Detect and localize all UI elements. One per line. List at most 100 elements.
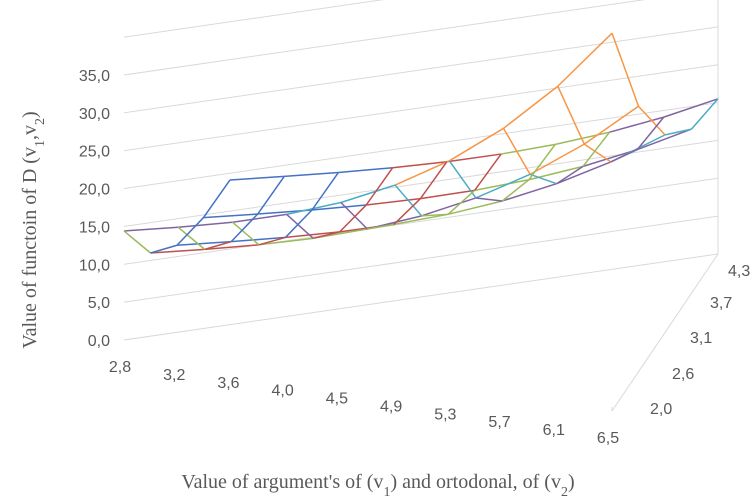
mesh-segment bbox=[556, 161, 612, 185]
mesh-segment bbox=[502, 127, 531, 175]
z-tick-label: 15,0 bbox=[79, 219, 110, 236]
v1-tick-label: 4,0 bbox=[272, 383, 294, 400]
mesh-segment bbox=[284, 209, 313, 238]
mesh-segment bbox=[340, 201, 368, 230]
mesh-segment bbox=[474, 179, 529, 192]
mesh-segment bbox=[393, 213, 449, 226]
mesh-segment bbox=[421, 197, 477, 217]
mesh-segment bbox=[556, 165, 584, 185]
v2-axis-ticks: 2,0 2,6 3,1 3,7 4,3 bbox=[650, 263, 750, 418]
mesh-segment bbox=[583, 105, 639, 145]
mesh-segment bbox=[258, 236, 286, 246]
mesh-segment bbox=[176, 217, 205, 246]
mesh-segment bbox=[178, 221, 233, 229]
mesh-segment bbox=[366, 197, 421, 206]
v2-tick-label: 2,0 bbox=[650, 401, 672, 418]
mesh-segment bbox=[636, 116, 665, 151]
mesh-segment bbox=[230, 213, 259, 243]
mesh-segment bbox=[474, 153, 502, 191]
mesh-segment bbox=[257, 176, 285, 215]
mesh-segment bbox=[311, 204, 367, 211]
mesh-segment bbox=[392, 160, 447, 169]
mesh-segment bbox=[204, 244, 260, 251]
v1-axis-ticks: 2,8 3,2 3,6 4,0 4,5 4,9 5,3 5,7 6,1 6,5 bbox=[109, 359, 619, 447]
mesh-segment bbox=[365, 167, 394, 206]
mesh-segment bbox=[447, 189, 476, 215]
mesh-segment bbox=[176, 240, 232, 246]
z-tick-label: 0,0 bbox=[88, 333, 110, 350]
mesh-segment bbox=[690, 98, 719, 130]
mesh-segment bbox=[637, 105, 666, 136]
mesh-segment bbox=[258, 237, 314, 246]
mesh-segment bbox=[338, 166, 393, 174]
z-tick-label: 20,0 bbox=[79, 182, 110, 199]
mesh-segment bbox=[528, 143, 556, 181]
z-axis-ticks: 0,0 5,0 10,0 15,0 20,0 25,0 30,0 35,0 bbox=[79, 68, 110, 350]
v2-tick-label: 4,3 bbox=[728, 263, 750, 280]
gridline bbox=[611, 253, 719, 412]
mesh-segment bbox=[367, 223, 395, 230]
mesh-segment bbox=[501, 179, 530, 202]
x-axis-title: Value of argument's of (v1) and ortodona… bbox=[181, 471, 574, 497]
mesh-segment bbox=[393, 198, 421, 225]
mesh-segment bbox=[420, 189, 475, 200]
v2-tick-label: 2,6 bbox=[672, 366, 694, 383]
mesh-segment bbox=[557, 32, 613, 87]
mesh-segment bbox=[446, 153, 502, 163]
mesh-segment bbox=[232, 213, 287, 223]
v1-tick-label: 3,6 bbox=[217, 375, 239, 392]
v1-tick-label: 5,7 bbox=[488, 414, 510, 431]
gridline bbox=[123, 253, 719, 341]
mesh-segment bbox=[611, 32, 640, 107]
gridline bbox=[123, 64, 719, 152]
v2-tick-label: 3,1 bbox=[690, 330, 712, 347]
mesh-segment bbox=[448, 127, 504, 162]
mesh-segment bbox=[529, 143, 585, 176]
gridlines bbox=[123, 0, 719, 412]
mesh-segment bbox=[339, 204, 367, 233]
gridline bbox=[123, 26, 719, 114]
v2-tick-label: 3,7 bbox=[710, 295, 732, 312]
z-axis-title: Value of functoin of D (v1,v2) bbox=[19, 111, 48, 348]
v1-tick-label: 5,3 bbox=[434, 406, 456, 423]
mesh-segment bbox=[204, 240, 232, 251]
mesh-segment bbox=[582, 131, 611, 167]
mesh-segment bbox=[500, 143, 556, 155]
mesh-segment bbox=[421, 213, 449, 217]
mesh-segment bbox=[557, 85, 585, 145]
mesh-segment bbox=[231, 221, 260, 246]
v1-tick-label: 2,8 bbox=[109, 359, 131, 376]
gridline bbox=[123, 0, 385, 38]
z-tick-label: 10,0 bbox=[79, 257, 110, 274]
mesh-segment bbox=[502, 183, 557, 202]
mesh-segment bbox=[229, 175, 285, 181]
mesh-segment bbox=[637, 128, 692, 151]
mesh-segment bbox=[503, 85, 559, 129]
v1-tick-label: 3,2 bbox=[163, 367, 185, 384]
mesh-segment bbox=[663, 98, 719, 118]
v1-tick-label: 4,9 bbox=[380, 398, 402, 415]
mesh-segment bbox=[475, 173, 531, 199]
mesh-segment bbox=[150, 248, 205, 254]
mesh-segment bbox=[664, 128, 692, 136]
mesh-segment bbox=[448, 160, 477, 199]
surface-mesh bbox=[123, 32, 719, 254]
mesh-segment bbox=[394, 160, 450, 186]
mesh-segment bbox=[312, 231, 340, 240]
mesh-segment bbox=[177, 226, 206, 250]
mesh-segment bbox=[555, 131, 610, 146]
mesh-segment bbox=[231, 236, 286, 243]
z-tick-label: 25,0 bbox=[79, 144, 110, 161]
mesh-segment bbox=[286, 213, 314, 239]
mesh-segment bbox=[529, 173, 557, 185]
mesh-segment bbox=[150, 244, 178, 254]
v1-tick-label: 6,1 bbox=[543, 422, 565, 439]
mesh-segment bbox=[394, 184, 423, 217]
mesh-segment bbox=[285, 231, 340, 239]
mesh-segment bbox=[609, 116, 664, 133]
mesh-segment bbox=[123, 226, 179, 232]
z-tick-label: 35,0 bbox=[79, 68, 110, 85]
mesh-segment bbox=[123, 230, 151, 254]
gridline bbox=[123, 0, 646, 76]
